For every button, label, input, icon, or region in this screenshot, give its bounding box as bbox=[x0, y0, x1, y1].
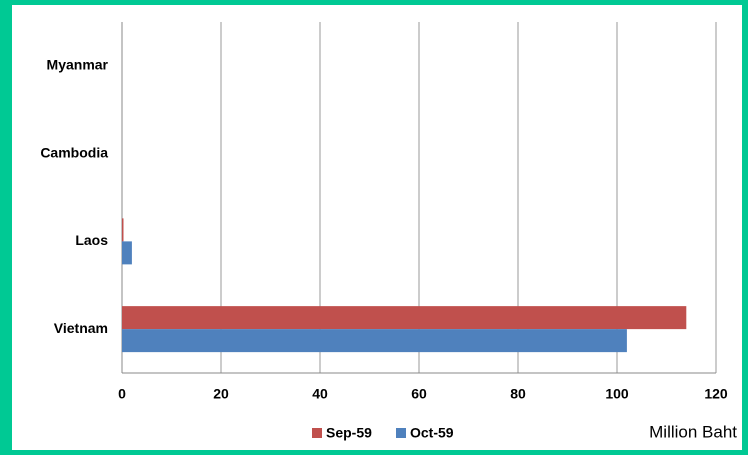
legend-label: Sep-59 bbox=[326, 425, 372, 441]
x-tick-label: 80 bbox=[510, 386, 526, 402]
x-axis-label: Million Baht bbox=[649, 422, 737, 441]
x-tick-label: 60 bbox=[411, 386, 427, 402]
bar bbox=[122, 241, 132, 265]
legend-swatch bbox=[396, 428, 406, 438]
y-tick-label: Laos bbox=[75, 232, 108, 248]
y-tick-label: Myanmar bbox=[47, 57, 109, 73]
bar bbox=[122, 218, 124, 242]
bar bbox=[122, 306, 687, 330]
y-tick-label: Vietnam bbox=[54, 320, 108, 336]
legend-swatch bbox=[312, 428, 322, 438]
x-tick-label: 100 bbox=[605, 386, 629, 402]
x-tick-label: 120 bbox=[704, 386, 728, 402]
bar bbox=[122, 329, 627, 353]
x-tick-label: 40 bbox=[312, 386, 328, 402]
x-tick-label: 20 bbox=[213, 386, 229, 402]
x-tick-label: 0 bbox=[118, 386, 126, 402]
legend-label: Oct-59 bbox=[410, 425, 454, 441]
chart-area bbox=[12, 5, 742, 450]
y-tick-label: Cambodia bbox=[40, 144, 108, 160]
